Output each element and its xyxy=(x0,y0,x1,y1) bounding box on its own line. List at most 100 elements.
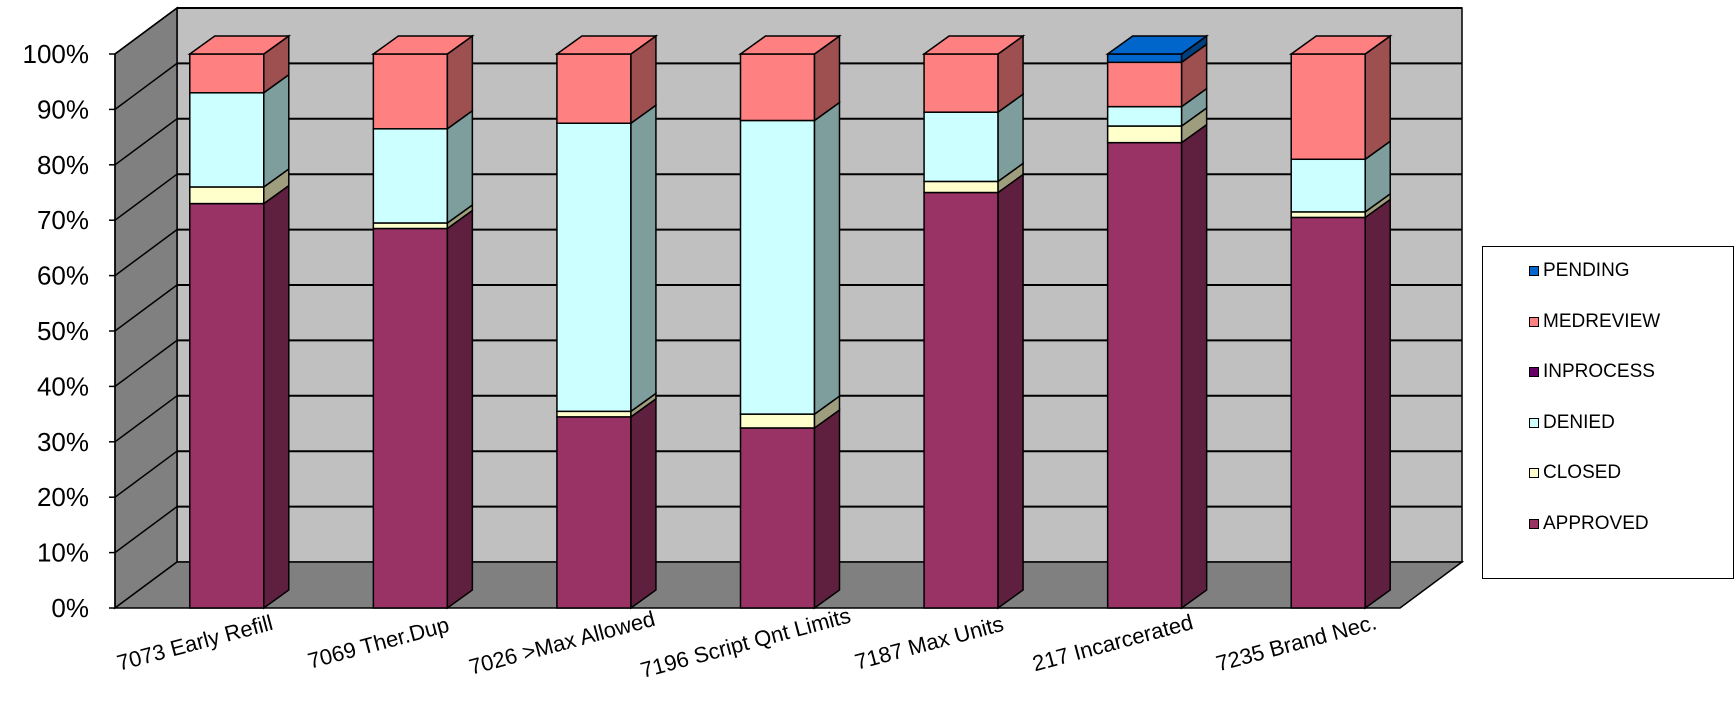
bar-medreview xyxy=(189,53,265,94)
y-tick-label: 10% xyxy=(37,538,89,568)
bar-approved-side xyxy=(813,408,841,610)
legend-label: DENIED xyxy=(1543,411,1615,433)
bar-denied xyxy=(1106,105,1183,127)
bar-denied xyxy=(739,119,816,415)
x-tick-label: 7069 Ther.Dup xyxy=(305,612,452,674)
bar-denied-side xyxy=(813,101,841,416)
legend-label: PENDING xyxy=(1543,260,1630,281)
bar-denied xyxy=(556,122,632,413)
bar-medreview xyxy=(556,53,632,124)
bar-stack xyxy=(371,34,475,610)
bar-approved xyxy=(189,202,265,609)
stacked-bar-chart: 0% 10% 20% 30% 40% 50% 60% 70% 80% 90% 100% 7073 E… xyxy=(23,6,1465,683)
bar-denied xyxy=(189,92,265,188)
bar-medreview-top xyxy=(371,35,475,55)
bar-denied-side xyxy=(630,103,657,413)
y-tick-label: 40% xyxy=(37,371,89,401)
legend-item-denied: DENIED xyxy=(1529,411,1615,433)
gridline-side xyxy=(114,450,178,498)
gridline-side xyxy=(114,62,178,111)
bar-approved xyxy=(1290,216,1366,609)
legend-swatch xyxy=(1529,468,1539,478)
bar-stack xyxy=(921,34,1026,610)
bar-closed xyxy=(372,222,449,230)
gridline-side xyxy=(114,339,178,388)
bar-approved xyxy=(739,427,816,609)
bar-stack xyxy=(738,34,842,610)
bar-approved-side xyxy=(1180,123,1208,610)
bars xyxy=(187,34,1393,610)
bar-stack xyxy=(187,34,292,610)
bar-pending xyxy=(1106,53,1183,64)
gridline-side xyxy=(114,395,178,443)
gridline-side xyxy=(114,173,178,221)
bar-medreview xyxy=(1106,61,1183,108)
x-tick-label: 7026 >Max Allowed xyxy=(466,606,657,680)
bar-medreview-side xyxy=(1364,34,1391,161)
bar-closed xyxy=(189,186,265,205)
legend-item-medreview: MEDREVIEW xyxy=(1529,310,1661,332)
bar-approved-side xyxy=(997,173,1024,610)
legend-item-approved: APPROVED xyxy=(1529,512,1649,534)
x-tick-label: 7187 Max Units xyxy=(852,611,1006,675)
bar-stack xyxy=(1288,34,1393,610)
gridline-side xyxy=(114,505,178,554)
bar-medreview xyxy=(923,53,999,113)
bar-approved-side xyxy=(1364,197,1391,610)
y-tick-label: 30% xyxy=(37,427,89,457)
bar-denied xyxy=(1290,158,1366,213)
bar-closed xyxy=(1290,211,1366,219)
bar-denied xyxy=(923,111,999,183)
bar-approved xyxy=(556,416,632,609)
legend-item-inprocess: INPROCESS xyxy=(1529,361,1655,382)
y-tick-label: 50% xyxy=(37,316,89,346)
bar-medreview xyxy=(739,53,816,122)
legend-label: CLOSED xyxy=(1543,462,1622,483)
legend-item-closed: CLOSED xyxy=(1529,462,1622,483)
bar-medreview-top xyxy=(187,35,292,55)
bar-denied-side xyxy=(263,73,290,189)
y-tick-label: 70% xyxy=(37,205,89,235)
bar-medreview xyxy=(372,53,449,130)
gridline-side xyxy=(114,228,178,277)
bar-denied-side xyxy=(446,109,474,225)
bar-closed xyxy=(1106,125,1183,144)
y-tick-label: 80% xyxy=(37,150,89,180)
legend-swatch xyxy=(1529,316,1539,327)
gridline-side xyxy=(114,7,178,55)
bar-closed xyxy=(739,413,816,429)
bar-closed xyxy=(923,180,999,194)
x-tick-label: 217 Incarcerated xyxy=(1030,609,1196,676)
bar-approved-side xyxy=(263,184,290,610)
legend-swatch xyxy=(1529,266,1539,276)
bar-denied xyxy=(372,128,449,224)
y-axis-ticks: 0% 10% 20% 30% 40% 50% 60% 70% 80% 90% 100% xyxy=(23,39,115,623)
bar-closed xyxy=(556,410,632,418)
x-tick-label: 7196 Script Qnt Limits xyxy=(638,603,854,683)
y-tick-label: 20% xyxy=(37,482,89,512)
legend-label: APPROVED xyxy=(1543,512,1649,534)
bar-medreview xyxy=(1290,53,1366,161)
bar-medreview-top xyxy=(738,35,842,55)
y-tick-label: 90% xyxy=(37,94,89,124)
legend-label: MEDREVIEW xyxy=(1543,310,1661,332)
y-tick-label: 0% xyxy=(51,593,89,623)
bar-approved xyxy=(1106,141,1183,609)
gridline-side xyxy=(114,118,178,166)
legend-item-pending: PENDING xyxy=(1529,260,1630,281)
x-axis-ticks: 7073 Early Refill 7069 Ther.Dup 7026 >Max … xyxy=(114,603,1379,683)
bar-stack xyxy=(1105,34,1209,610)
bar-approved-side xyxy=(630,397,657,610)
x-tick-label: 7235 Brand Nec. xyxy=(1213,609,1379,676)
x-tick-label: 7073 Early Refill xyxy=(114,610,275,676)
legend: PENDING MEDREVIEW INPROCESS DENIED CLOSED APP… xyxy=(1482,246,1734,579)
gridline-side xyxy=(114,284,178,332)
bar-medreview-top xyxy=(1288,35,1393,55)
bar-pending-top xyxy=(1105,35,1209,55)
bar-approved xyxy=(372,227,449,609)
bar-approved-side xyxy=(446,209,474,610)
bar-medreview-top xyxy=(554,35,659,55)
legend-swatch xyxy=(1529,367,1539,377)
y-tick-label: 100% xyxy=(23,39,90,69)
legend-swatch xyxy=(1529,518,1539,529)
